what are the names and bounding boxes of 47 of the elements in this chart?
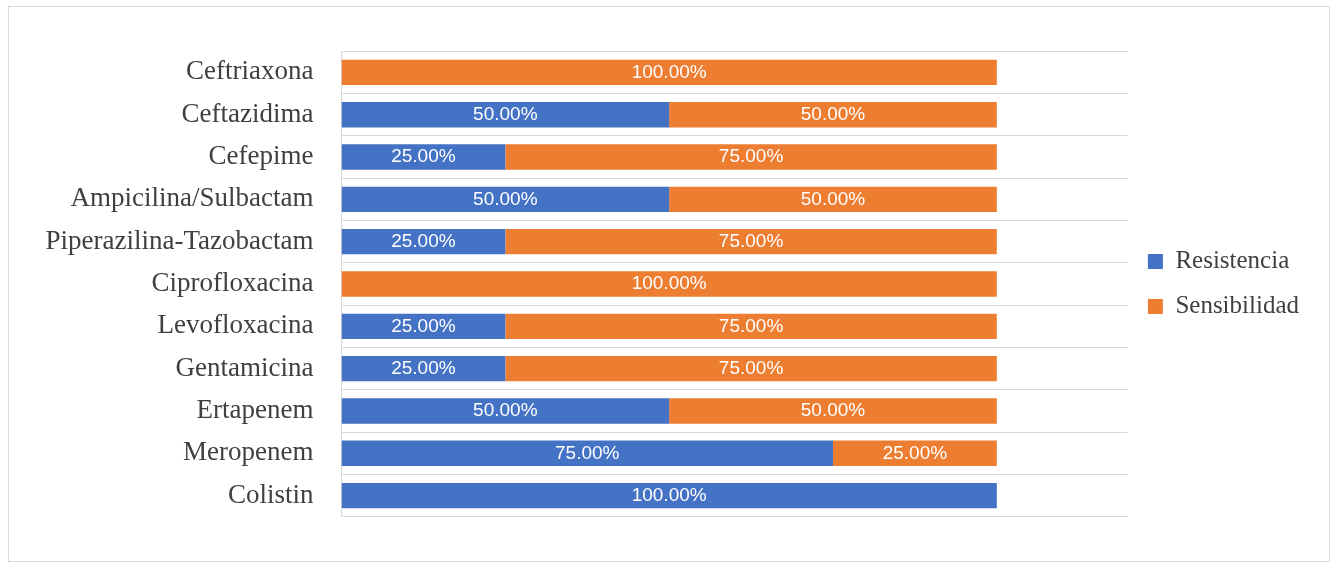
data-label: 100.00% bbox=[631, 60, 707, 82]
data-label: 50.00% bbox=[473, 102, 538, 124]
y-tick-label: Piperazilina-Tazobactam bbox=[45, 224, 314, 255]
bar bbox=[341, 271, 997, 297]
bar bbox=[341, 482, 997, 509]
data-label: 75.00% bbox=[718, 356, 784, 378]
bar bbox=[341, 398, 670, 424]
data-label: 50.00% bbox=[473, 399, 538, 421]
y-tick-label: Ceftriaxona bbox=[186, 55, 314, 86]
bar bbox=[341, 186, 670, 213]
y-tick-label: Meropenem bbox=[183, 436, 314, 467]
data-label: 75.00% bbox=[718, 145, 784, 167]
data-label: 25.00% bbox=[391, 314, 456, 336]
data-label: 50.00% bbox=[800, 187, 866, 209]
y-tick-label: Ertapenem bbox=[196, 394, 314, 425]
bar bbox=[669, 398, 997, 424]
bar bbox=[341, 59, 997, 86]
data-label: 25.00% bbox=[391, 229, 456, 251]
bar bbox=[505, 313, 997, 340]
data-label: 50.00% bbox=[800, 399, 866, 421]
data-label: 25.00% bbox=[882, 441, 948, 463]
data-label: 50.00% bbox=[800, 102, 866, 124]
bar bbox=[341, 101, 670, 128]
bar bbox=[505, 228, 997, 255]
data-label: 25.00% bbox=[391, 145, 456, 167]
data-label: 50.00% bbox=[473, 187, 538, 209]
y-tick-label: Ciprofloxacina bbox=[151, 267, 314, 298]
y-tick-label: Ceftazidima bbox=[181, 97, 314, 128]
data-label: 25.00% bbox=[391, 356, 456, 378]
y-tick-label: Cefepime bbox=[208, 140, 314, 171]
data-label: 75.00% bbox=[718, 229, 784, 251]
bar bbox=[505, 144, 997, 170]
data-label: 100.00% bbox=[631, 272, 707, 294]
data-label: 75.00% bbox=[555, 441, 620, 463]
legend-label: Sensibilidad bbox=[1175, 291, 1300, 319]
bar bbox=[669, 186, 997, 213]
y-tick-label: Levofloxacina bbox=[157, 309, 314, 340]
bar bbox=[505, 355, 997, 382]
bar bbox=[669, 101, 997, 128]
data-label: 100.00% bbox=[631, 483, 707, 505]
y-tick-label: Ampicilina/Sulbactam bbox=[70, 182, 314, 213]
data-label: 75.00% bbox=[718, 314, 784, 336]
y-tick-label: Gentamicina bbox=[175, 351, 314, 382]
legend-label: Resistencia bbox=[1175, 246, 1290, 274]
bar bbox=[341, 440, 833, 467]
bar bbox=[341, 144, 506, 170]
y-tick-label: Colistin bbox=[227, 478, 314, 509]
